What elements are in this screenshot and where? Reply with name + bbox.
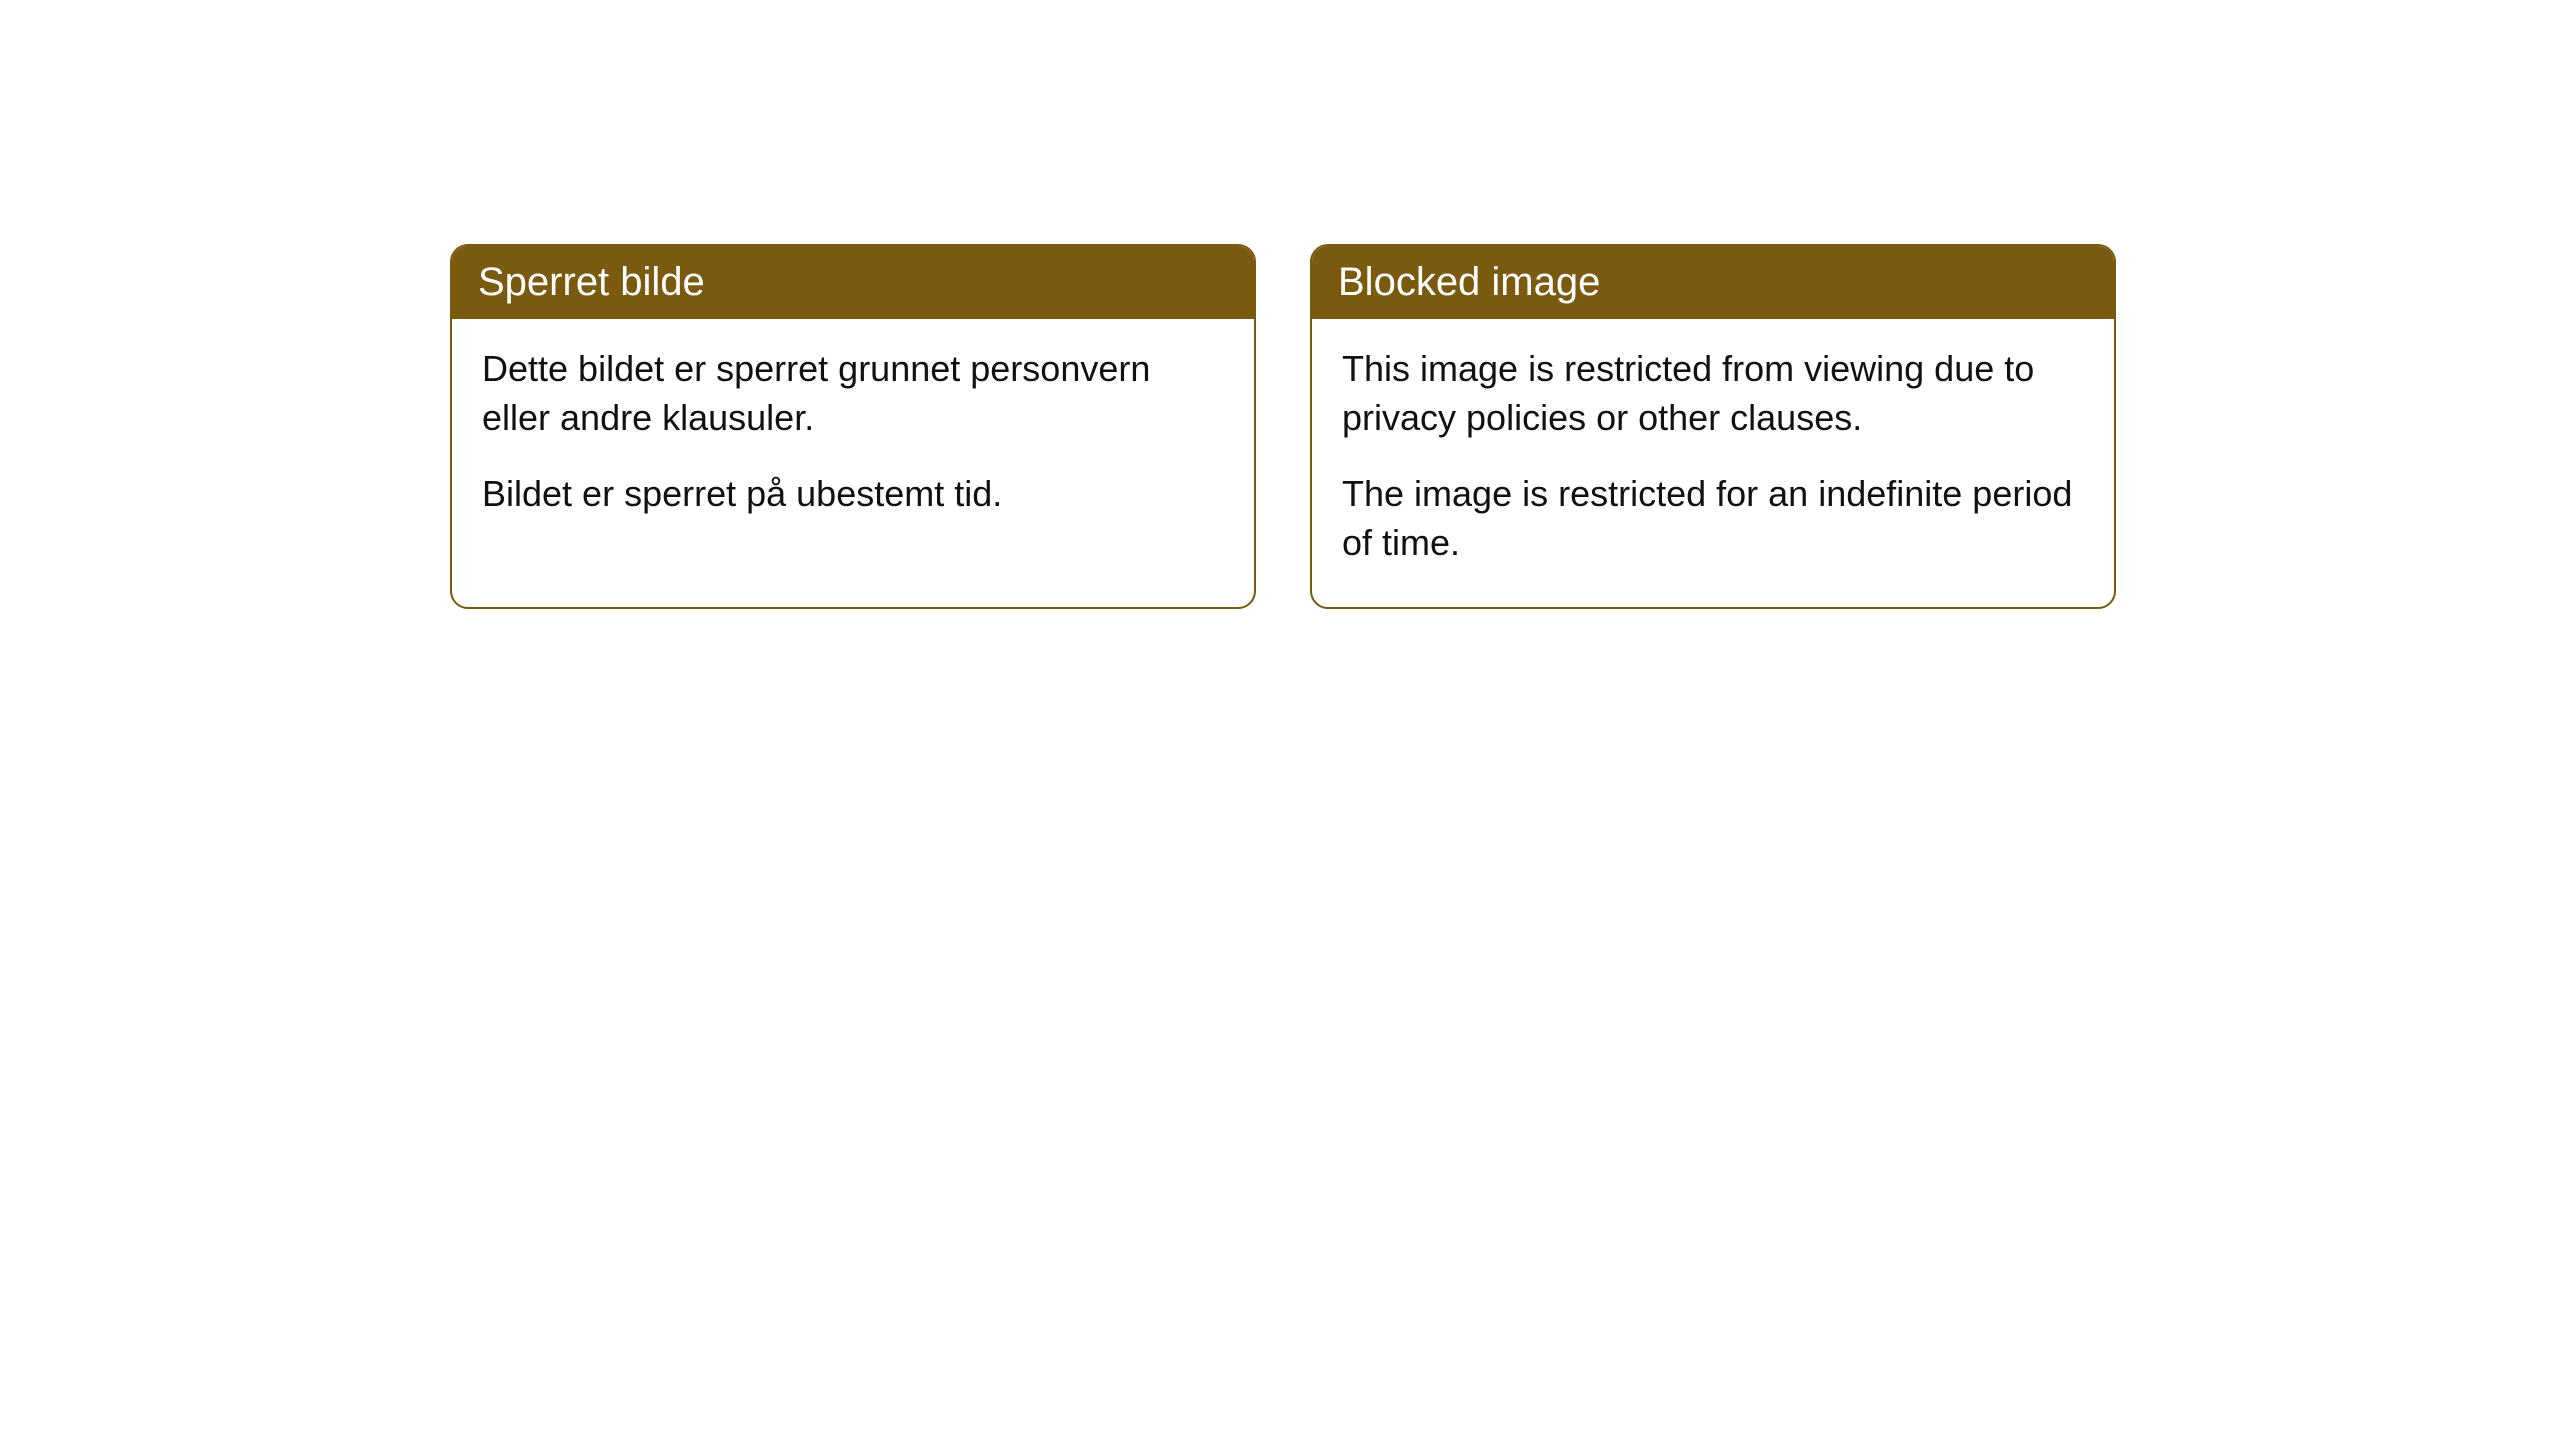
- notice-text-1: Dette bildet er sperret grunnet personve…: [482, 345, 1224, 442]
- card-header-english: Blocked image: [1312, 246, 2114, 319]
- notice-text-1: This image is restricted from viewing du…: [1342, 345, 2084, 442]
- notice-text-2: The image is restricted for an indefinit…: [1342, 470, 2084, 567]
- notice-cards-container: Sperret bilde Dette bildet er sperret gr…: [0, 0, 2560, 609]
- card-title: Sperret bilde: [478, 260, 705, 304]
- card-body-norwegian: Dette bildet er sperret grunnet personve…: [452, 319, 1254, 559]
- blocked-image-card-english: Blocked image This image is restricted f…: [1310, 244, 2116, 609]
- card-title: Blocked image: [1338, 260, 1600, 304]
- card-header-norwegian: Sperret bilde: [452, 246, 1254, 319]
- card-body-english: This image is restricted from viewing du…: [1312, 319, 2114, 607]
- notice-text-2: Bildet er sperret på ubestemt tid.: [482, 470, 1224, 519]
- blocked-image-card-norwegian: Sperret bilde Dette bildet er sperret gr…: [450, 244, 1256, 609]
